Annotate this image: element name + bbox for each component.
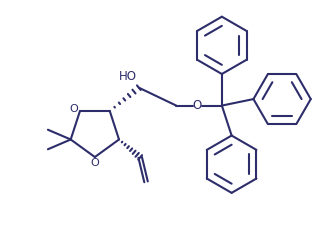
Text: O: O [193, 99, 202, 112]
Text: O: O [70, 104, 79, 114]
Text: O: O [91, 158, 99, 168]
Text: HO: HO [119, 70, 137, 83]
